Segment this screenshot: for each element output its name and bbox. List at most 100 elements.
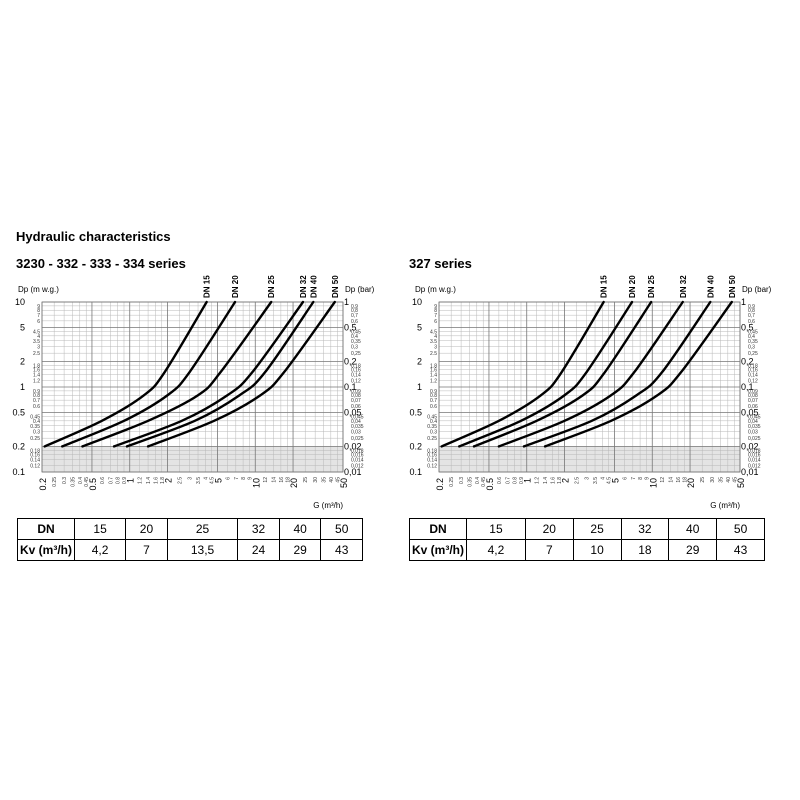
x-tick-label: 5: [610, 478, 620, 483]
series-label: DN 20: [628, 275, 637, 298]
kv-table-right: DN 15 20 25 32 40 50 Kv (m³/h) 4,2 7 10 …: [409, 518, 765, 561]
x-tick-label: 16: [279, 477, 285, 483]
hydraulic-chart-right: 0.2 0.5 1 2 5 10 20 500.25 0.3 0.35 0.4 0.45 0.6 0.7 0…: [409, 275, 771, 510]
kv-cell: 7: [524, 539, 574, 561]
x-tick-label: 1.2: [535, 477, 541, 484]
x-tick-label: 0.5: [485, 478, 495, 491]
kv-cell: 43: [716, 539, 765, 561]
x-tick-label: 3: [585, 477, 591, 480]
x-axis-label: G (m³/h): [710, 501, 740, 510]
y-right-tick-label: 0,45: [748, 329, 758, 335]
y-left-tick-label: 4: [434, 334, 437, 340]
x-tick-label: 0.7: [505, 477, 511, 484]
x-tick-label: 0.25: [52, 477, 58, 487]
y-right-tick-label: 0,3: [748, 344, 755, 350]
x-tick-label: 12: [263, 477, 269, 483]
x-tick-label: 25: [700, 477, 706, 483]
y-left-tick-label: 8: [37, 308, 40, 314]
x-tick-label: 0.2: [435, 478, 445, 491]
series-label: DN 50: [331, 275, 340, 298]
x-tick-label: 2.5: [575, 477, 581, 484]
y-left-tick-label: 4.5: [33, 329, 40, 335]
y-left-tick-label: 0.1: [12, 467, 25, 477]
y-left-tick-label: 10: [412, 297, 422, 307]
y-left-tick-label: 0.6: [33, 404, 40, 410]
dn-cell: 32: [620, 518, 670, 540]
x-tick-label: 1.4: [146, 477, 152, 484]
y-left-tick-label: 0.14: [30, 458, 40, 464]
y-left-tick-label: 0.25: [427, 436, 437, 442]
y-left-tick-label: 0.9: [33, 389, 40, 395]
y-left-tick-label: 0.35: [427, 424, 437, 430]
y-right-tick-label: 0,18: [351, 363, 361, 369]
kv-cell: 29: [278, 539, 322, 561]
y-right-tick-label: 0,08: [748, 393, 758, 399]
dn-cell: 32: [237, 518, 280, 540]
y-left-tick-label: 0.9: [430, 389, 437, 395]
y-left-tick-label: 0.45: [427, 414, 437, 420]
y-right-tick-label: 0,04: [748, 419, 758, 425]
y-left-tick-label: 2.5: [33, 351, 40, 357]
y-left-tick-label: 0.3: [33, 429, 40, 435]
y-left-tick-label: 3: [37, 344, 40, 350]
series-curve: [458, 300, 634, 448]
x-tick-label: 1.6: [550, 477, 556, 484]
y-left-tick-label: 0.45: [30, 414, 40, 420]
y-right-tick-label: 0,16: [351, 368, 361, 374]
y-left-tick-label: 5: [20, 323, 25, 333]
x-tick-label: 30: [313, 477, 319, 483]
y-left-tick-label: 3.5: [33, 339, 40, 345]
y-right-tick-label: 0,02: [741, 441, 759, 451]
y-left-tick-label: 0.5: [409, 408, 422, 418]
series-label: DN 25: [647, 275, 656, 298]
y-left-tick-label: 0.12: [427, 463, 437, 469]
x-tick-label: 18: [285, 477, 291, 483]
x-tick-label: 50: [339, 478, 349, 488]
series-label: DN 20: [231, 275, 240, 298]
y-right-tick-label: 0,025: [748, 436, 761, 442]
x-tick-label: 3.5: [196, 477, 202, 484]
y-right-tick-label: 0,012: [351, 463, 364, 469]
x-tick-label: 1.8: [557, 477, 563, 484]
series-curve: [43, 300, 208, 448]
y-left-tick-label: 0.1: [409, 467, 422, 477]
x-tick-label: 35: [322, 477, 328, 483]
y-left-tick-label: 1.6: [430, 368, 437, 374]
series-curve: [543, 300, 733, 448]
y-right-tick-label: 0,8: [351, 308, 358, 314]
kv-cell: 18: [620, 539, 670, 561]
y-right-tick-label: 0,8: [748, 308, 755, 314]
y-right-tick-label: 0,018: [748, 448, 761, 454]
series-curve: [112, 300, 305, 448]
y-right-tick-label: 0,016: [351, 453, 364, 459]
x-tick-label: 6: [622, 477, 628, 480]
y-right-tick-label: 0,12: [748, 378, 758, 384]
series-label: DN 32: [679, 275, 688, 298]
y-right-tick-label: 0,9: [351, 304, 358, 310]
y-left-tick-label: 9: [434, 304, 437, 310]
y-right-tick-label: 1: [344, 297, 349, 307]
y-right-tick-label: 0,5: [344, 323, 357, 333]
x-tick-label: 1.4: [543, 477, 549, 484]
y-right-tick-label: 0,2: [741, 356, 754, 366]
x-tick-label: 0.2: [38, 478, 48, 491]
series-curve: [472, 300, 653, 448]
y-left-tick-label: 8: [434, 308, 437, 314]
x-tick-label: 2: [561, 478, 571, 483]
y-right-tick-label: 0,035: [748, 424, 761, 430]
y-left-tick-label: 2.5: [430, 351, 437, 357]
y-right-tick-label: 0,6: [351, 319, 358, 325]
y-right-tick-label: 0,016: [748, 453, 761, 459]
x-tick-label: 45: [732, 477, 738, 483]
x-tick-label: 4: [600, 477, 606, 480]
dn-row: DN 15 20 25 32 40 50: [409, 518, 765, 540]
kv-cell: 13,5: [166, 539, 239, 561]
y-right-tick-label: 0,05: [741, 408, 759, 418]
y-left-tick-label: 0.12: [30, 463, 40, 469]
x-tick-label: 12: [660, 477, 666, 483]
y-left-tick-label: 10: [15, 297, 25, 307]
x-axis-label: G (m³/h): [313, 501, 343, 510]
kv-cell: 43: [320, 539, 363, 561]
y-right-tick-label: 0,01: [344, 467, 362, 477]
series-label: DN 15: [203, 275, 212, 298]
